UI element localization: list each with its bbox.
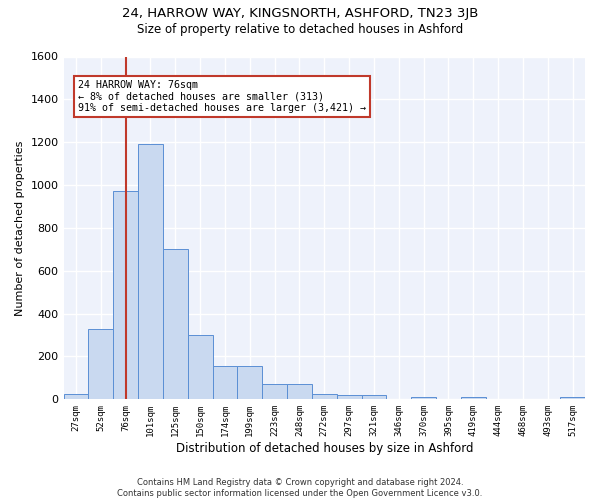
Bar [461, 397, 485, 400]
Bar [64, 394, 88, 400]
Text: Contains HM Land Registry data © Crown copyright and database right 2024.
Contai: Contains HM Land Registry data © Crown c… [118, 478, 482, 498]
Bar [188, 335, 212, 400]
Bar [238, 366, 262, 400]
Text: 24 HARROW WAY: 76sqm
← 8% of detached houses are smaller (313)
91% of semi-detac: 24 HARROW WAY: 76sqm ← 8% of detached ho… [79, 80, 367, 114]
Bar [560, 397, 585, 400]
Bar [163, 250, 188, 400]
Bar [411, 397, 436, 400]
Bar [337, 396, 362, 400]
X-axis label: Distribution of detached houses by size in Ashford: Distribution of detached houses by size … [176, 442, 473, 455]
Bar [212, 366, 238, 400]
Bar [287, 384, 312, 400]
Bar [262, 384, 287, 400]
Bar [362, 396, 386, 400]
Text: 24, HARROW WAY, KINGSNORTH, ASHFORD, TN23 3JB: 24, HARROW WAY, KINGSNORTH, ASHFORD, TN2… [122, 8, 478, 20]
Y-axis label: Number of detached properties: Number of detached properties [15, 140, 25, 316]
Bar [138, 144, 163, 400]
Text: Size of property relative to detached houses in Ashford: Size of property relative to detached ho… [137, 22, 463, 36]
Bar [113, 192, 138, 400]
Bar [88, 328, 113, 400]
Bar [312, 394, 337, 400]
